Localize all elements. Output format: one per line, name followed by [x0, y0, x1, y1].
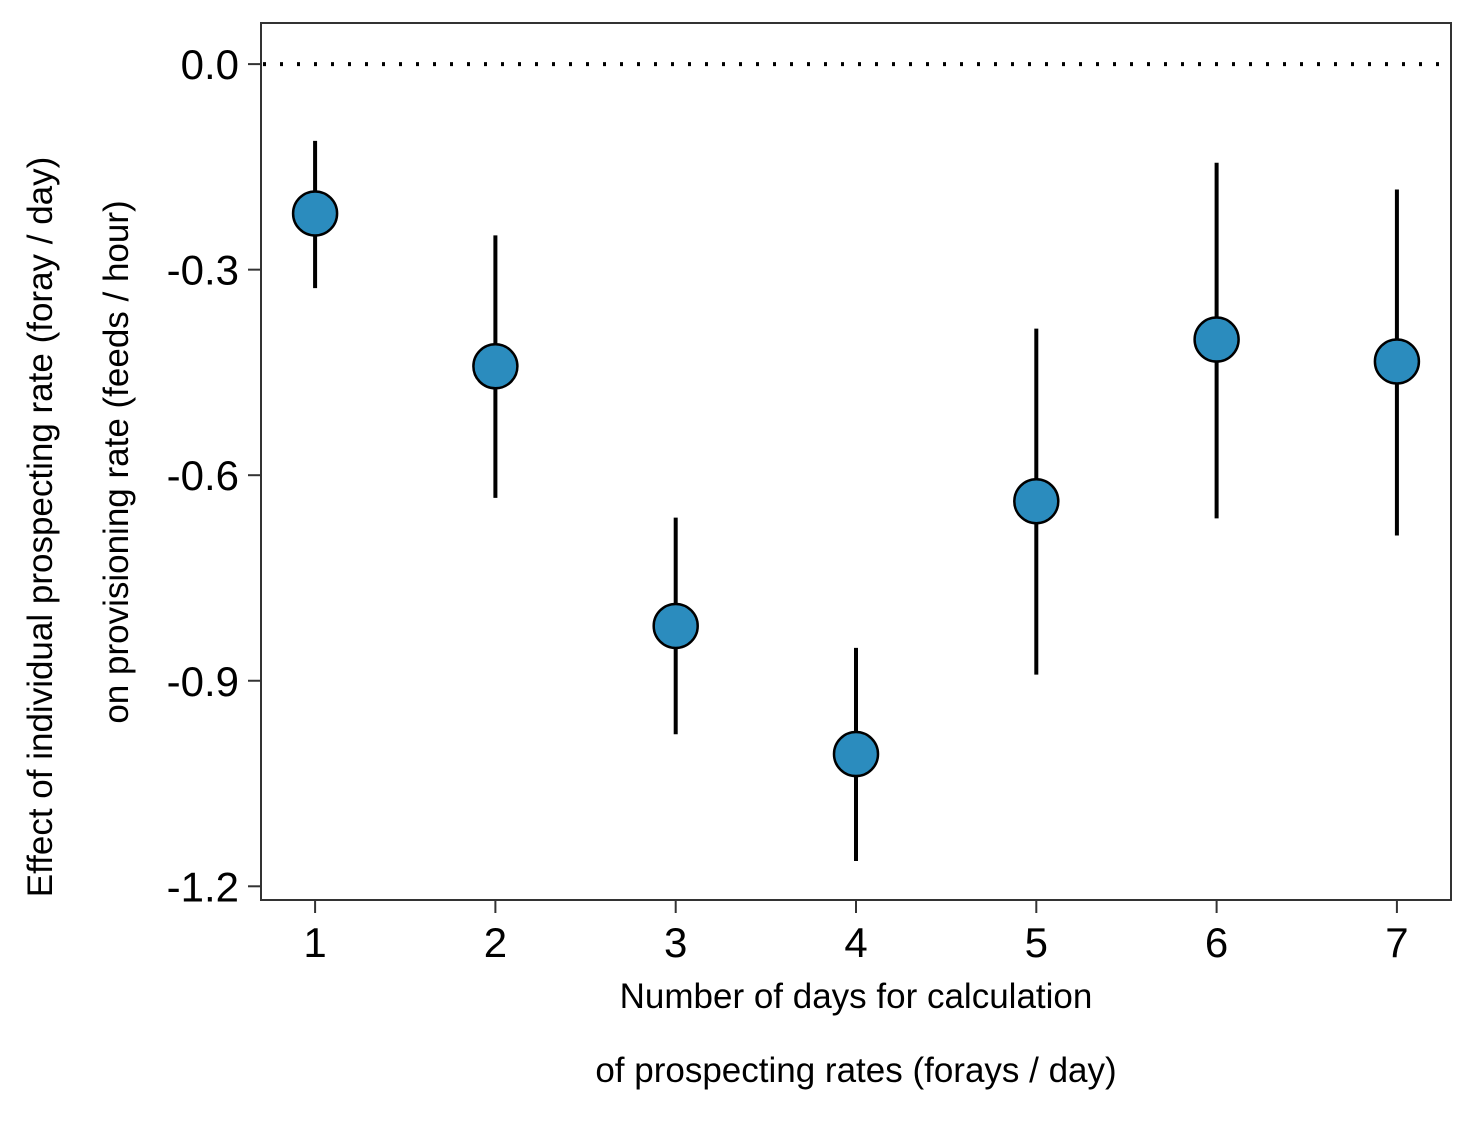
x-tick-label: 6	[1205, 919, 1228, 966]
data-point	[472, 343, 519, 390]
x-axis: 1 2 3 4 5 6 7	[303, 900, 1409, 966]
y-tick-label: -0.9	[167, 658, 239, 705]
data-point	[652, 602, 699, 650]
data-point	[1373, 338, 1421, 385]
x-tick-label: 4	[844, 919, 867, 966]
y-axis-title-line-1: Effect of individual prospecting rate (f…	[21, 157, 60, 898]
y-axis: 0.0 -0.3 -0.6 -0.9 -1.2	[167, 41, 261, 910]
x-tick-label: 2	[484, 919, 507, 966]
y-tick-label: -0.3	[167, 247, 239, 294]
x-tick-label: 3	[664, 919, 687, 966]
y-tick-label: -1.2	[167, 863, 239, 910]
data-point	[1013, 477, 1060, 525]
data-point	[291, 190, 339, 237]
data-points	[291, 190, 1421, 778]
y-axis-title-line-2: on provisioning rate (feeds / hour)	[97, 200, 136, 723]
data-point	[1193, 316, 1240, 363]
x-tick-label: 1	[303, 919, 326, 966]
x-axis-title-line-2: of prospecting rates (forays / day)	[595, 1051, 1116, 1090]
x-tick-label: 5	[1025, 919, 1048, 966]
data-point	[832, 730, 880, 778]
x-axis-title-line-1: Number of days for calculation	[620, 977, 1093, 1016]
x-tick-label: 7	[1385, 919, 1408, 966]
y-tick-label: -0.6	[167, 452, 239, 499]
y-tick-label: 0.0	[181, 41, 239, 88]
